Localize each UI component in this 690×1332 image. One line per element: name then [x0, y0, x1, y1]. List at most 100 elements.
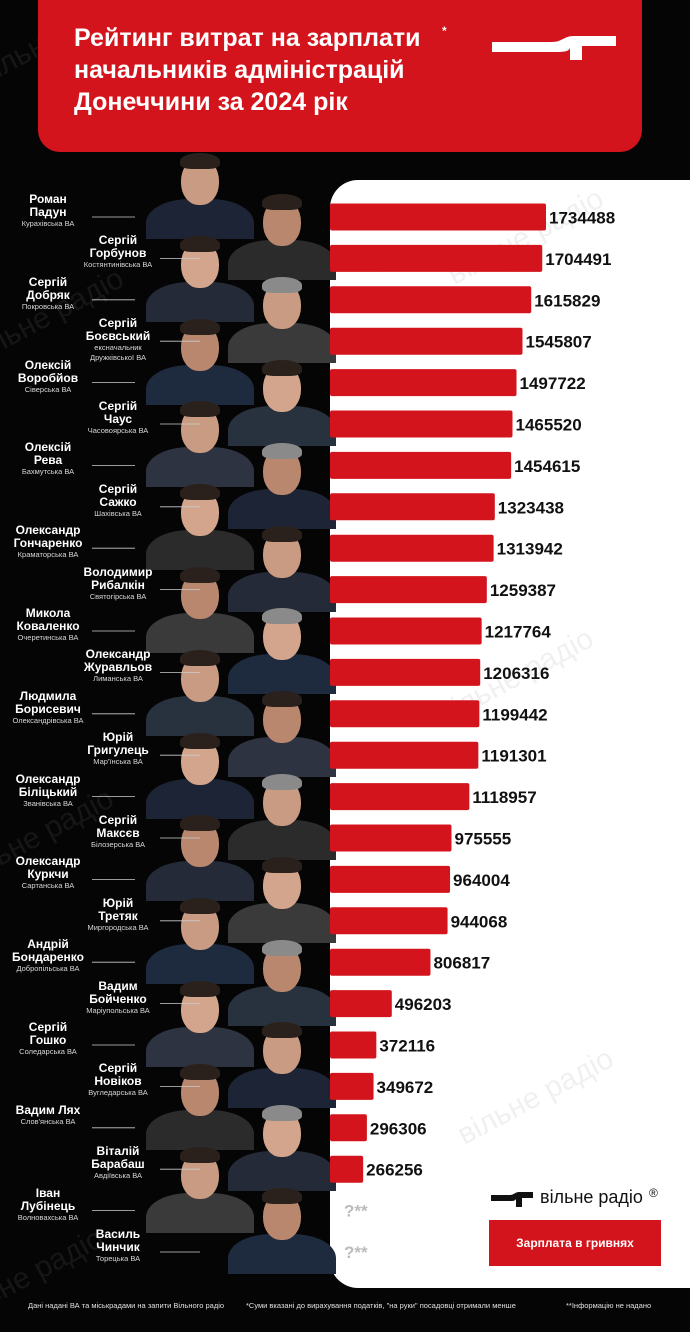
footnote-source: Дані надані ВА та міськрадами на запити … — [28, 1301, 225, 1310]
official-name: Сергій Гошко Соледарська ВА — [0, 1021, 108, 1057]
portrait-body — [228, 820, 336, 860]
official-name: Олександр Журавльов Лиманська ВА — [58, 648, 178, 684]
bar — [330, 1155, 364, 1183]
administration-label: Очеретинська ВА — [17, 633, 79, 642]
footnote-no-data: **Інформацію не надано — [566, 1301, 652, 1310]
portrait-photo — [222, 354, 342, 446]
bar-value-label: 944068 — [451, 912, 508, 931]
official-name: Сергій Добряк Покровська ВА — [0, 274, 108, 312]
portrait-hair — [262, 774, 302, 790]
official-name: Олександр Гончаренко Краматорська ВА — [0, 524, 108, 560]
portrait-hair — [262, 856, 302, 873]
portrait-body — [228, 571, 336, 612]
portrait-photo — [140, 892, 260, 985]
administration-label: Вугледарська ВА — [88, 1088, 148, 1098]
portrait-body — [228, 1234, 336, 1274]
portrait-photo — [222, 188, 342, 281]
portrait-photo — [222, 851, 342, 943]
portrait-hair — [180, 567, 220, 583]
bar — [330, 286, 532, 314]
bar — [330, 1072, 374, 1100]
official-name-text: Василь Чинчик — [95, 1227, 141, 1254]
administration-label: Курахівська ВА — [21, 219, 75, 228]
official-name-text: Володимир Рибалкін — [83, 564, 153, 592]
bar-value-label: 1734488 — [549, 209, 615, 228]
bar-value-label: 1704491 — [545, 250, 611, 269]
administration-label: Торецька ВА — [95, 1254, 141, 1263]
bar-value-label: 1313942 — [497, 540, 563, 559]
official-name: Володимир Рибалкін Святогірська ВА — [58, 564, 178, 602]
portrait-hair — [262, 360, 302, 376]
bar-value-label: 1191301 — [481, 747, 546, 766]
portrait-body — [146, 695, 254, 736]
bar-value-label: 1545807 — [526, 333, 592, 352]
portrait-photo — [222, 685, 342, 778]
bar — [330, 741, 479, 769]
official-name: Людмила Борисевич Олександрівська ВА — [0, 689, 108, 726]
portrait-hair — [180, 401, 220, 418]
bar — [330, 990, 392, 1018]
portrait-body — [146, 1109, 254, 1150]
official-name: Сергій Боєвський ексначальник Дружківсько… — [58, 317, 178, 363]
bar — [330, 824, 452, 852]
portrait-photo — [222, 520, 342, 612]
portrait-body — [228, 240, 336, 281]
portrait-body — [228, 737, 336, 778]
portrait-photo — [140, 313, 260, 405]
official-name-text: Сергій Горбунов — [89, 233, 147, 261]
official-name: Олексій Рева Бахмутська ВА — [0, 441, 108, 477]
administration-label: Сартанська ВА — [21, 881, 75, 891]
administration-label: Волновахська ВА — [17, 1212, 79, 1222]
official-name: Сергій Сажко Шахівська ВА — [58, 481, 178, 519]
portrait-body — [228, 406, 336, 446]
portrait-hair — [262, 277, 302, 294]
portrait-photo — [222, 271, 342, 364]
portrait-photo — [140, 230, 260, 322]
administration-label: Костянтинівська ВА — [83, 260, 153, 270]
administration-label: ексначальник Дружківської ВА — [90, 343, 146, 363]
official-name-text: Олександр Гончаренко — [13, 523, 83, 551]
administration-label: Соледарська ВА — [19, 1047, 77, 1056]
bar — [330, 907, 448, 935]
bar — [330, 617, 482, 645]
portrait-body — [146, 530, 254, 571]
portrait-body — [146, 778, 254, 819]
no-data-label: ?** — [344, 1202, 368, 1221]
administration-label: Званівська ВА — [23, 798, 73, 808]
legend-unit: Зарплата в гривнях — [489, 1220, 661, 1266]
official-name-text: Вадим Бойченко — [89, 978, 147, 1006]
official-name-text: Сергій Добряк — [26, 274, 70, 302]
portrait-body — [228, 1068, 336, 1109]
official-name: Сергій Максєв Білозерська ВА — [58, 814, 178, 850]
portrait-photo — [222, 768, 342, 860]
administration-label: Мар'їнська ВА — [93, 757, 143, 767]
bar — [330, 700, 480, 728]
bar — [330, 576, 487, 604]
chart-panel — [330, 180, 690, 1288]
portrait-hair — [262, 939, 302, 956]
bar — [330, 410, 513, 438]
official-name-text: Сергій Боєвський — [85, 316, 151, 344]
official-name: Андрій Бондаренко Добропільська ВА — [0, 938, 108, 974]
portrait-body — [146, 1192, 254, 1233]
portrait-body — [146, 199, 254, 239]
portrait-photo — [222, 602, 342, 695]
portrait-hair — [180, 1146, 220, 1163]
bar-value-label: 1118957 — [472, 788, 536, 807]
portrait-hair — [262, 1105, 302, 1122]
portrait-body — [146, 364, 254, 405]
official-name-text: Іван Лубінець — [20, 1185, 76, 1213]
bar-value-label: 975555 — [454, 830, 511, 849]
administration-label: Миргородська ВА — [87, 922, 149, 932]
official-name: Микола Коваленко Очеретинська ВА — [0, 607, 108, 643]
portrait-hair — [262, 525, 302, 542]
portrait-hair — [180, 153, 220, 169]
portrait-hair — [180, 235, 220, 252]
portrait-photo — [140, 147, 260, 239]
portrait-hair — [180, 981, 220, 997]
bar-value-label: 349672 — [377, 1078, 434, 1097]
administration-label: Краматорська ВА — [17, 550, 79, 560]
official-name-text: Сергій Сажко — [98, 481, 138, 509]
portrait-body — [228, 985, 336, 1026]
